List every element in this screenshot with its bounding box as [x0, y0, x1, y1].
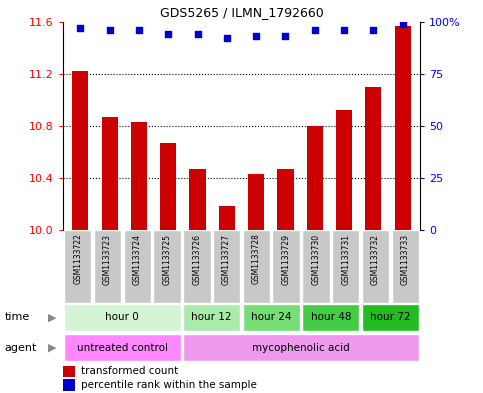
- Text: hour 0: hour 0: [105, 312, 139, 322]
- Text: GSM1133731: GSM1133731: [341, 233, 350, 285]
- Text: hour 24: hour 24: [251, 312, 292, 322]
- Text: GSM1133724: GSM1133724: [133, 233, 142, 285]
- Bar: [395, 26, 411, 230]
- Text: untreated control: untreated control: [77, 343, 168, 353]
- Bar: [63, 365, 75, 377]
- Bar: [72, 71, 88, 230]
- Point: [282, 33, 289, 39]
- Bar: [63, 380, 75, 391]
- Text: ▶: ▶: [48, 343, 57, 353]
- Text: GSM1133728: GSM1133728: [252, 233, 261, 285]
- Bar: [272, 230, 300, 303]
- Text: hour 12: hour 12: [191, 312, 232, 322]
- Text: agent: agent: [5, 343, 37, 353]
- Bar: [153, 230, 181, 303]
- Text: GSM1133722: GSM1133722: [73, 233, 82, 285]
- Bar: [248, 174, 264, 230]
- Text: hour 72: hour 72: [370, 312, 411, 322]
- Point: [340, 27, 348, 33]
- Point: [164, 31, 172, 37]
- Text: GSM1133729: GSM1133729: [282, 233, 291, 285]
- Bar: [302, 304, 359, 331]
- Title: GDS5265 / ILMN_1792660: GDS5265 / ILMN_1792660: [159, 6, 324, 19]
- Bar: [189, 169, 206, 230]
- Bar: [332, 230, 359, 303]
- Point: [135, 27, 143, 33]
- Bar: [183, 304, 241, 331]
- Text: GSM1133727: GSM1133727: [222, 233, 231, 285]
- Text: hour 48: hour 48: [311, 312, 351, 322]
- Text: transformed count: transformed count: [81, 366, 178, 376]
- Bar: [160, 143, 176, 230]
- Bar: [277, 169, 294, 230]
- Bar: [64, 334, 181, 361]
- Text: ▶: ▶: [48, 312, 57, 322]
- Text: percentile rank within the sample: percentile rank within the sample: [81, 380, 256, 390]
- Point: [106, 27, 114, 33]
- Bar: [131, 122, 147, 230]
- Bar: [183, 334, 419, 361]
- Bar: [362, 304, 419, 331]
- Bar: [365, 87, 382, 230]
- Bar: [124, 230, 151, 303]
- Bar: [213, 230, 241, 303]
- Bar: [242, 304, 300, 331]
- Bar: [362, 230, 389, 303]
- Bar: [219, 206, 235, 230]
- Text: GSM1133732: GSM1133732: [371, 233, 380, 285]
- Bar: [64, 304, 181, 331]
- Point: [223, 35, 231, 41]
- Bar: [64, 230, 91, 303]
- Text: GSM1133733: GSM1133733: [401, 233, 410, 285]
- Text: mycophenolic acid: mycophenolic acid: [252, 343, 350, 353]
- Point: [252, 33, 260, 39]
- Bar: [183, 230, 211, 303]
- Bar: [242, 230, 270, 303]
- Text: time: time: [5, 312, 30, 322]
- Text: GSM1133730: GSM1133730: [312, 233, 320, 285]
- Text: GSM1133726: GSM1133726: [192, 233, 201, 285]
- Point: [369, 27, 377, 33]
- Bar: [302, 230, 330, 303]
- Bar: [307, 126, 323, 230]
- Bar: [94, 230, 121, 303]
- Bar: [336, 110, 352, 230]
- Point: [194, 31, 201, 37]
- Bar: [101, 117, 118, 230]
- Point: [311, 27, 319, 33]
- Text: GSM1133723: GSM1133723: [103, 233, 112, 285]
- Point: [399, 20, 407, 27]
- Text: GSM1133725: GSM1133725: [163, 233, 171, 285]
- Bar: [392, 230, 419, 303]
- Point: [76, 25, 84, 31]
